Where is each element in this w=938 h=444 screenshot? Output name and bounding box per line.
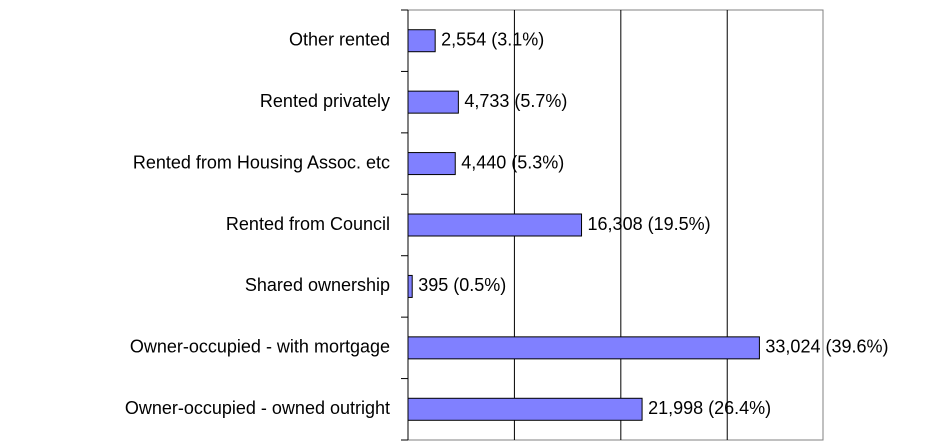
bar <box>407 397 643 421</box>
y-tick-label: Owner-occupied - owned outright <box>125 398 390 418</box>
bar <box>407 274 413 298</box>
y-tick-label: Rented privately <box>260 91 390 111</box>
y-tick-label: Other rented <box>289 29 390 49</box>
y-tick-label: Owner-occupied - with mortgage <box>130 337 390 357</box>
value-label: 4,440 (5.3%) <box>461 152 564 172</box>
value-label: 4,733 (5.7%) <box>464 91 567 111</box>
y-tick-label: Rented from Housing Assoc. etc <box>133 152 390 172</box>
bar <box>407 29 436 53</box>
value-label: 2,554 (3.1%) <box>441 29 544 49</box>
bar <box>407 213 583 237</box>
y-tick-label: Rented from Council <box>226 214 390 234</box>
bar <box>407 336 760 360</box>
bar <box>407 90 459 114</box>
value-label: 33,024 (39.6%) <box>765 337 888 357</box>
value-label: 21,998 (26.4%) <box>648 398 771 418</box>
value-label: 395 (0.5%) <box>418 275 506 295</box>
y-tick-label: Shared ownership <box>245 275 390 295</box>
bar <box>407 152 456 176</box>
value-label: 16,308 (19.5%) <box>588 214 711 234</box>
